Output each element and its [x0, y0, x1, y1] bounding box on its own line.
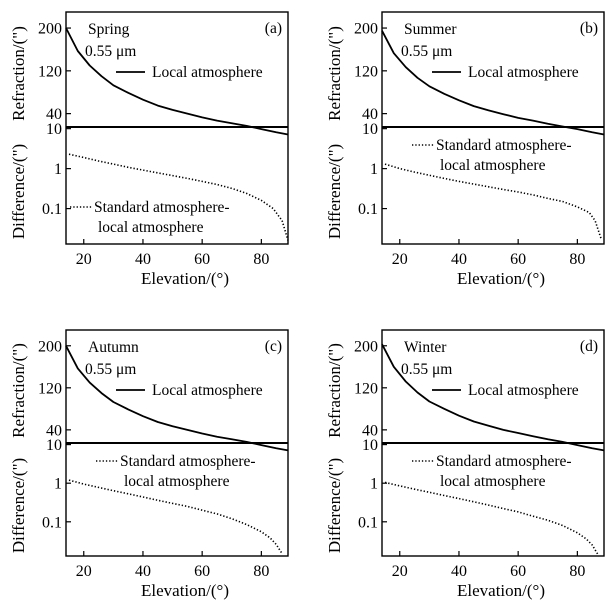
panel-c-bottom-ytick-label: 1	[54, 476, 62, 493]
panel-d-bottom-ytick-label: 0.1	[358, 514, 378, 531]
panel-b-local-legend-label: Local atmosphere	[468, 64, 579, 81]
panel-c-tag: (c)	[265, 338, 282, 355]
panel-a-top-ytick-label: 120	[38, 63, 62, 80]
panel-b-xtick-label: 20	[392, 251, 408, 268]
panel-a-top-y-axis-title: Refraction/(")	[9, 26, 28, 121]
panel-a-x-axis-title: Elevation/(°)	[141, 269, 229, 288]
panel-b-xtick-label: 60	[510, 251, 526, 268]
panel-d-wavelength: 0.55 μm	[401, 361, 452, 378]
panel-b-bottom-ytick-label: 10	[362, 121, 378, 138]
panel-d-x-axis-title: Elevation/(°)	[457, 581, 545, 600]
panel-a-local-atmosphere-line	[65, 27, 289, 136]
panel-d-difference-line	[384, 481, 599, 556]
panel-a-season: Spring	[88, 21, 130, 38]
panel-d-xtick-label: 40	[451, 563, 467, 580]
panel-d-local-legend-label: Local atmosphere	[468, 382, 579, 399]
panel-c-xtick-label: 40	[135, 563, 151, 580]
panel-a-difference-line	[68, 153, 289, 241]
panel-c-xtick-label: 80	[253, 563, 269, 580]
panel-c-xtick-label: 20	[76, 563, 92, 580]
panel-b-x-axis-title: Elevation/(°)	[457, 269, 545, 288]
panel-c-local-atmosphere-line	[65, 345, 289, 452]
panel-b: 40 120 200 0.1 1 10 20 40 60 80 Elevation/(°) Refra…	[325, 11, 605, 288]
panel-a-bottom-y-axis-title: Difference/(")	[9, 144, 28, 239]
panel-a-bottom-ytick-label: 10	[46, 121, 62, 138]
panel-b-season: Summer	[404, 21, 457, 38]
panel-a-xtick-label: 60	[194, 251, 210, 268]
panel-c-top-ytick-label: 40	[46, 422, 62, 439]
panel-c-bottom-ytick-label: 10	[46, 437, 62, 454]
panel-d-bottom-ytick-label: 10	[362, 437, 378, 454]
panel-a-xtick-label: 20	[76, 251, 92, 268]
panel-b-top-ytick-label: 120	[354, 63, 378, 80]
panel-a-bottom-ytick-label: 1	[54, 161, 62, 178]
panel-d-bottom-y-axis-title: Difference/(")	[325, 458, 344, 553]
panel-a: 40 120 200 0.1 1 10 20 40 60 80 Elevation/(°) Refra…	[9, 11, 289, 288]
panel-c-top-ytick-label: 200	[38, 338, 62, 355]
panel-c-bottom-ytick-label: 0.1	[42, 514, 62, 531]
panel-d-season: Winter	[404, 339, 447, 356]
panel-d-top-ytick-label: 120	[354, 380, 378, 397]
panel-b-tag: (b)	[580, 20, 598, 37]
panel-d-local-atmosphere-line	[381, 343, 605, 452]
panel-b-local-atmosphere-line	[381, 30, 605, 136]
panel-a-bottom-ytick-label: 0.1	[42, 201, 62, 218]
panel-d: 40 120 200 0.1 1 10 20 40 60 80 Elevation/(°) Refra…	[325, 329, 605, 600]
panel-d-top-ytick-label: 40	[362, 422, 378, 439]
panel-d-diff-legend-line2: local atmosphere	[440, 473, 546, 490]
panel-d-top-ytick-label: 200	[354, 338, 378, 355]
panel-d-bottom-ytick-label: 1	[370, 476, 378, 493]
panel-a-diff-legend-line1: Standard atmosphere-	[94, 199, 230, 216]
panel-d-xtick-label: 20	[392, 563, 408, 580]
panel-a-xtick-label: 80	[253, 251, 269, 268]
panel-d-top-y-axis-title: Refraction/(")	[325, 343, 344, 438]
panel-c-diff-legend-line2: local atmosphere	[124, 473, 230, 490]
panel-b-wavelength: 0.55 μm	[401, 43, 452, 60]
panel-c-diff-legend-line1: Standard atmosphere-	[120, 453, 256, 470]
panel-a-xtick-label: 40	[135, 251, 151, 268]
panel-d-xtick-label: 80	[569, 563, 585, 580]
panel-b-bottom-ytick-label: 0.1	[358, 201, 378, 218]
panel-a-top-ytick-label: 200	[38, 21, 62, 38]
panel-c-season: Autumn	[88, 339, 139, 356]
panel-a-local-legend-label: Local atmosphere	[152, 64, 263, 81]
panel-a-diff-legend-line2: local atmosphere	[98, 219, 204, 236]
panel-b-diff-legend-line1: Standard atmosphere-	[436, 137, 572, 154]
panel-b-bottom-y-axis-title: Difference/(")	[325, 144, 344, 239]
panel-c-wavelength: 0.55 μm	[85, 361, 136, 378]
panel-b-diff-legend-line2: local atmosphere	[440, 157, 546, 174]
panel-c-top-ytick-label: 120	[38, 380, 62, 397]
panel-b-top-ytick-label: 40	[362, 106, 378, 123]
panel-d-diff-legend-line1: Standard atmosphere-	[436, 453, 572, 470]
panel-d-tag: (d)	[580, 338, 598, 355]
panel-b-bottom-ytick-label: 1	[370, 161, 378, 178]
panel-c-local-legend-label: Local atmosphere	[152, 382, 263, 399]
panel-b-top-y-axis-title: Refraction/(")	[325, 26, 344, 121]
panel-c-x-axis-title: Elevation/(°)	[141, 581, 229, 600]
panel-a-wavelength: 0.55 μm	[85, 43, 136, 60]
panel-b-top-ytick-label: 200	[354, 21, 378, 38]
panel-c-xtick-label: 60	[194, 563, 210, 580]
panel-b-xtick-label: 80	[569, 251, 585, 268]
panel-a-top-ytick-label: 40	[46, 106, 62, 123]
panel-c-top-y-axis-title: Refraction/(")	[9, 343, 28, 438]
panel-b-xtick-label: 40	[451, 251, 467, 268]
panel-b-difference-line	[384, 163, 602, 239]
panel-c: 40 120 200 0.1 1 10 20 40 60 80 Elevation/(°) Refra…	[9, 329, 289, 600]
panel-d-xtick-label: 60	[510, 563, 526, 580]
panel-c-bottom-y-axis-title: Difference/(")	[9, 458, 28, 553]
panel-a-tag: (a)	[265, 20, 282, 37]
panel-c-difference-line	[68, 479, 283, 555]
